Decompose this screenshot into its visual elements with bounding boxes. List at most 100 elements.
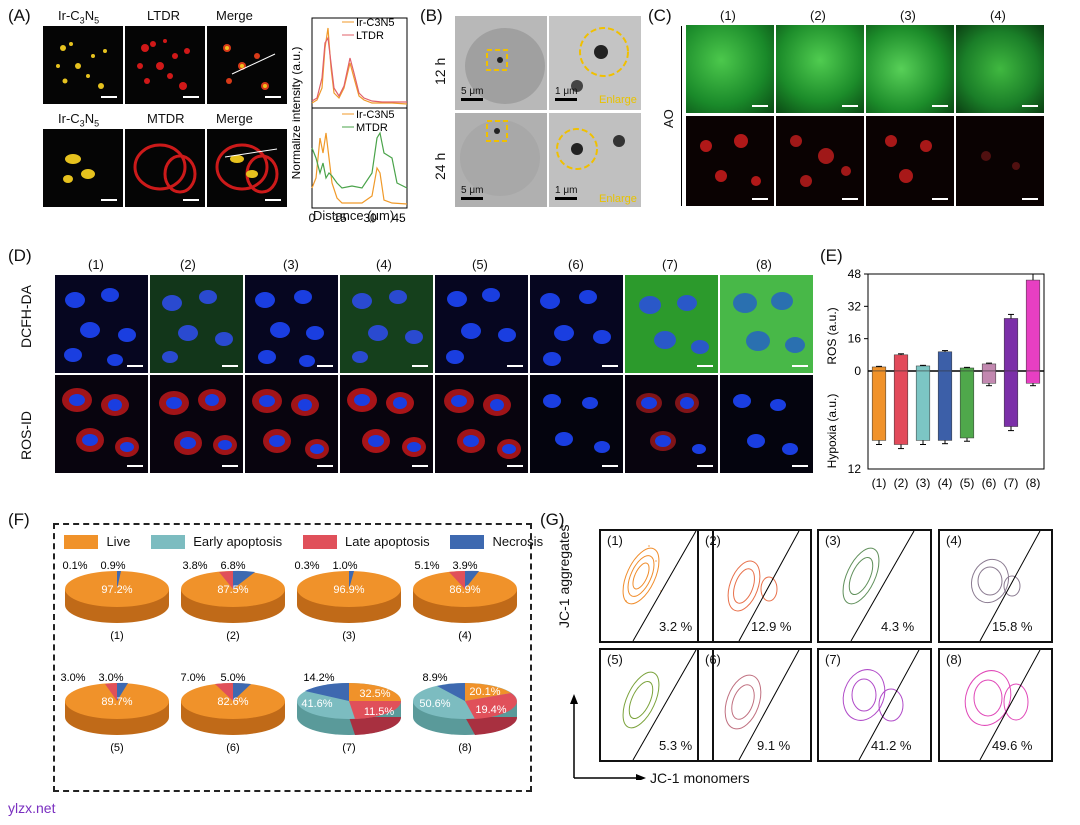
g-plot-8-pct: 49.6 % xyxy=(992,738,1033,753)
c-divider xyxy=(681,26,682,206)
f-legend-swatch-live xyxy=(64,534,98,549)
d-dcfh-1 xyxy=(55,275,148,373)
pie-7: 32.5% 41.6% 11.5% 14.2% (7) xyxy=(297,672,402,754)
f-pie-grid: 97.2% 0.1% 0.9% (1) 87.5% 3.8% 6.8% (2) … xyxy=(60,560,518,754)
e-bar-ros-1 xyxy=(871,366,887,372)
e-bar-hypoxia-6 xyxy=(981,370,997,384)
panel-label-b: (B) xyxy=(420,6,443,25)
d-dcfh-6 xyxy=(530,275,623,373)
d-dcfh-7 xyxy=(625,275,718,373)
c-ao-red-1 xyxy=(686,116,774,206)
c-ao-green-1 xyxy=(686,25,774,113)
e-bar-hypoxia-7 xyxy=(1003,370,1019,427)
e-ylabel-ros: ROS (a.u.) xyxy=(825,307,839,364)
c-ao-green-2 xyxy=(776,25,864,113)
e-bar-ros-6 xyxy=(981,363,997,372)
pie-6-late: 7.0% xyxy=(180,672,205,684)
c-ao-green-3 xyxy=(866,25,954,113)
pie-3: 96.9% 0.3% 1.0% (3) xyxy=(294,560,401,642)
g-axis-arrows xyxy=(570,694,646,780)
d-rosid-7 xyxy=(625,375,718,473)
pie-2: 87.5% 3.8% 6.8% (2) xyxy=(181,560,285,642)
e-bar-hypoxia-3 xyxy=(915,370,931,441)
g-plot-1-pct: 3.2 % xyxy=(659,619,693,634)
pie-1-label: (1) xyxy=(110,630,123,642)
b-scale-1um-12h: 1 μm xyxy=(555,86,578,97)
a-img-ltdr xyxy=(125,26,205,104)
pie-6-nec: 5.0% xyxy=(220,672,245,684)
c-row-label-ao: AO xyxy=(661,109,676,128)
e-xlabel-8: (8) xyxy=(1026,476,1041,490)
e-bar-hypoxia-5 xyxy=(959,370,975,439)
e-bar-hypoxia-1 xyxy=(871,370,887,441)
f-frame xyxy=(53,523,532,792)
pie-3-nec: 1.0% xyxy=(332,560,357,572)
pie-7-live: 32.5% xyxy=(359,688,390,700)
c-col-3: (3) xyxy=(900,8,916,23)
e-bar-ros-7 xyxy=(1003,318,1019,372)
d-col-8: (8) xyxy=(756,257,772,272)
a-intensity-plot: Normalize intensity (a.u.) Ir-C3N5 LTDR … xyxy=(292,17,408,225)
pie-8-late: 19.4% xyxy=(475,704,506,716)
g-plot-6: (6) 9.1 % xyxy=(697,648,812,762)
pie-1-nec: 0.9% xyxy=(100,560,125,572)
pie-3-live: 96.9% xyxy=(333,584,364,596)
a-img-mtdr xyxy=(125,129,205,207)
g-plot-2: (2) 12.9 % xyxy=(697,529,812,643)
g-plot-6-pct: 9.1 % xyxy=(757,738,791,753)
d-rosid-4 xyxy=(340,375,433,473)
f-legend-late: Late apoptosis xyxy=(345,534,430,549)
a-legend-ltdr: LTDR xyxy=(356,30,384,42)
g-plot-3: (3) 4.3 % xyxy=(817,529,932,643)
pie-6: 82.6% 7.0% 5.0% (6) xyxy=(180,672,285,754)
a-legend-ir-top: Ir-C3N5 xyxy=(356,17,395,29)
d-rosid-8 xyxy=(720,375,813,473)
c-col-4: (4) xyxy=(990,8,1006,23)
e-xlabel-4: (4) xyxy=(938,476,953,490)
panel-label-c: (C) xyxy=(648,6,672,25)
panel-label-e: (E) xyxy=(820,246,843,265)
pie-1-live: 97.2% xyxy=(101,584,132,596)
pie-2-late: 3.8% xyxy=(182,560,207,572)
pie-7-early: 41.6% xyxy=(301,698,332,710)
g-plot-3-label: (3) xyxy=(825,533,841,548)
watermark: ylzx.net xyxy=(8,800,56,816)
c-ao-red-2 xyxy=(776,116,864,206)
panel-label-d: (D) xyxy=(8,246,32,265)
b-enlarge-12h: Enlarge xyxy=(599,94,637,106)
pie-8-label: (8) xyxy=(458,742,471,754)
pie-2-label: (2) xyxy=(226,630,239,642)
a-plot-bottom-frame xyxy=(311,107,408,209)
e-ylabel-hypoxia: Hypoxia (a.u.) xyxy=(825,394,839,469)
e-xlabel-6: (6) xyxy=(982,476,997,490)
g-plot-5-label: (5) xyxy=(607,652,623,667)
a-img-irc3n5-bottom xyxy=(43,129,123,207)
f-legend-live: Live xyxy=(106,534,131,549)
e-xlabel-5: (5) xyxy=(960,476,975,490)
e-bar-hypoxia-2 xyxy=(893,370,909,445)
e-bar-ros-2 xyxy=(893,354,909,372)
b-scale-5um-24h: 5 μm xyxy=(461,185,484,196)
pie-8-early: 50.6% xyxy=(419,698,450,710)
g-plot-5-pct: 5.3 % xyxy=(659,738,693,753)
e-bar-ros-3 xyxy=(915,365,931,372)
pie-4-live: 86.9% xyxy=(449,584,480,596)
panel-label-f: (F) xyxy=(8,510,30,529)
f-legend-swatch-late xyxy=(302,534,337,549)
d-dcfh-5 xyxy=(435,275,528,373)
a-xtick-30: 30 xyxy=(363,211,377,225)
g-plot-4: (4) 15.8 % xyxy=(938,529,1053,643)
a-img-merge-bottom xyxy=(207,129,287,207)
a-img-merge-top xyxy=(207,26,287,104)
a-ylabel: Normalize intensity (a.u.) xyxy=(292,47,303,180)
pie-3-late: 0.3% xyxy=(294,560,319,572)
d-dcfh-3 xyxy=(245,275,338,373)
b-scale-1um-24h: 1 μm xyxy=(555,185,578,196)
d-rosid-6 xyxy=(530,375,623,473)
e-xlabel-7: (7) xyxy=(1004,476,1019,490)
e-bar-hypoxia-4 xyxy=(937,370,953,441)
d-col-5: (5) xyxy=(472,257,488,272)
g-plot-4-pct: 15.8 % xyxy=(992,619,1033,634)
d-col-2: (2) xyxy=(180,257,196,272)
b-scale-5um-12h: 5 μm xyxy=(461,86,484,97)
